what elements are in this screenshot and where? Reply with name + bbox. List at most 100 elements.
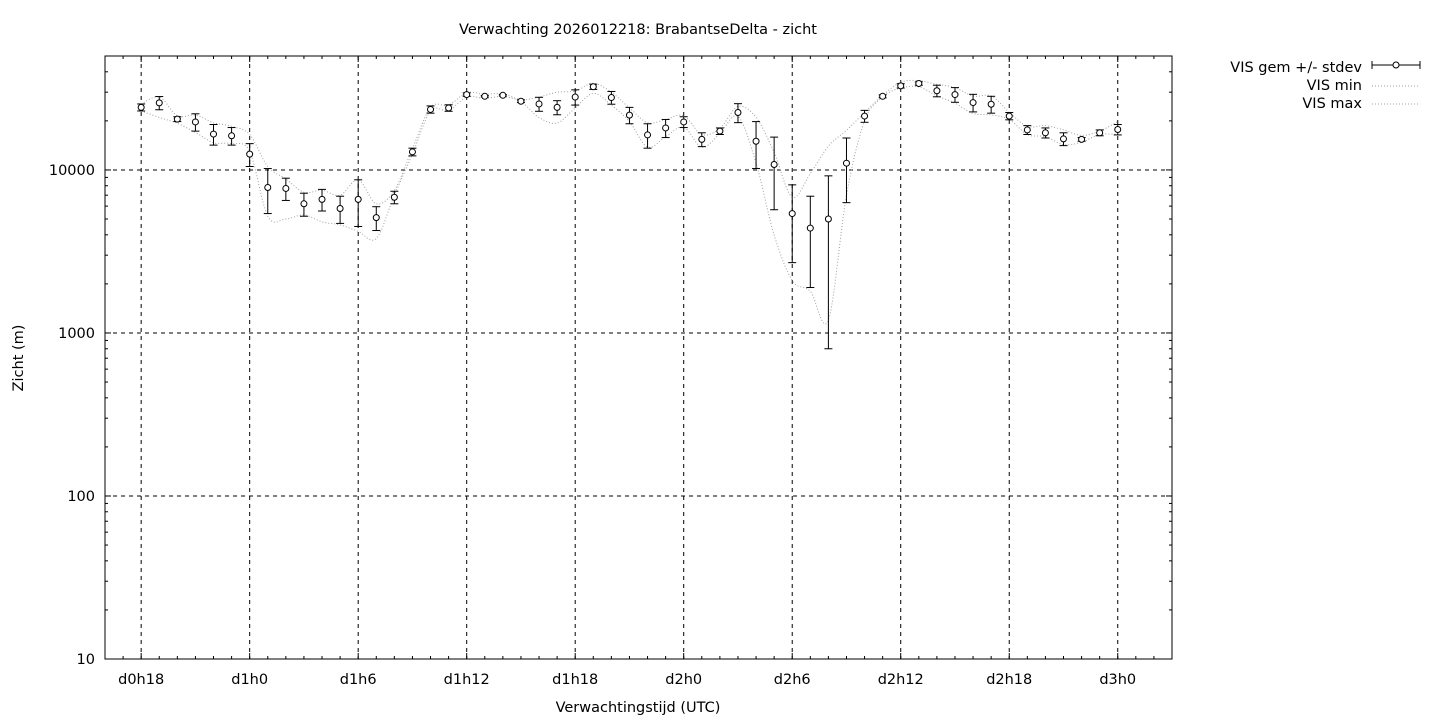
mean-point bbox=[698, 135, 706, 143]
mean-point bbox=[644, 131, 652, 139]
mean-point bbox=[336, 205, 344, 213]
mean-point-group bbox=[715, 127, 724, 135]
mean-point bbox=[282, 184, 290, 192]
mean-point-group bbox=[806, 195, 815, 289]
mean-point bbox=[481, 92, 489, 100]
mean-point bbox=[228, 132, 236, 140]
mean-point-group bbox=[878, 92, 887, 100]
mean-point bbox=[390, 193, 398, 201]
mean-point bbox=[770, 160, 778, 168]
x-tick-label: d0h18 bbox=[118, 672, 164, 688]
x-tick-label: d1h0 bbox=[231, 672, 268, 688]
mean-point bbox=[1096, 129, 1104, 137]
grid bbox=[105, 56, 1172, 659]
mean-point-group bbox=[770, 136, 779, 211]
plot-frame bbox=[104, 55, 1173, 660]
x-tick-label: d2h12 bbox=[878, 672, 924, 688]
mean-point bbox=[625, 111, 633, 119]
mean-point-group bbox=[571, 89, 580, 106]
legend-mean-point bbox=[1392, 61, 1400, 69]
mean-point bbox=[173, 115, 181, 123]
mean-point bbox=[427, 105, 435, 113]
mean-point bbox=[210, 130, 218, 138]
mean-point bbox=[1041, 129, 1049, 137]
mean-point-group bbox=[299, 192, 308, 217]
mean-point bbox=[1023, 126, 1031, 134]
mean-point-group bbox=[914, 80, 923, 88]
mean-point bbox=[264, 184, 272, 192]
mean-point-group bbox=[842, 137, 851, 204]
mean-point bbox=[716, 127, 724, 135]
mean-point-group bbox=[480, 92, 489, 100]
mean-point bbox=[842, 159, 850, 167]
mean-point-group bbox=[969, 93, 978, 113]
mean-point-group bbox=[354, 179, 363, 227]
mean-point-group bbox=[372, 206, 381, 232]
mean-point-group bbox=[281, 177, 290, 201]
mean-point bbox=[861, 112, 869, 120]
mean-point-group bbox=[824, 175, 833, 350]
axis-ticks: d0h18 d1h0 d1h6 d1h12 d1h18 d2h0 d2h6 d2h12 d2h1… bbox=[49, 55, 1173, 688]
mean-point-group bbox=[426, 105, 435, 114]
y-tick-label: 1000 bbox=[58, 326, 95, 342]
mean-point-group bbox=[462, 91, 471, 99]
y-tick-label: 10000 bbox=[49, 163, 95, 179]
mean-point bbox=[933, 87, 941, 95]
mean-point bbox=[879, 92, 887, 100]
mean-point-group bbox=[733, 103, 742, 124]
legend-entry-max: VIS max bbox=[1302, 96, 1420, 112]
mean-point-group bbox=[1005, 112, 1014, 121]
mean-point-group bbox=[155, 96, 164, 111]
mean-point-group bbox=[752, 121, 761, 170]
y-tick-label: 100 bbox=[67, 489, 95, 505]
mean-point-group bbox=[950, 87, 959, 103]
mean-point bbox=[1114, 126, 1122, 134]
mean-point-group bbox=[625, 106, 634, 125]
x-tick-label: d2h18 bbox=[986, 672, 1032, 688]
mean-point-group bbox=[137, 103, 146, 112]
mean-point bbox=[246, 150, 254, 158]
mean-point-group bbox=[553, 100, 562, 116]
x-tick-label: d1h12 bbox=[444, 672, 490, 688]
mean-point-group bbox=[227, 127, 236, 146]
mean-point-group bbox=[896, 82, 905, 90]
mean-point-group bbox=[932, 84, 941, 98]
mean-point-group bbox=[679, 116, 688, 129]
mean-point bbox=[951, 91, 959, 99]
mean-point-group bbox=[1041, 127, 1050, 139]
mean-point-group bbox=[589, 83, 598, 91]
mean-point bbox=[535, 100, 543, 108]
mean-point bbox=[300, 200, 308, 208]
mean-point bbox=[553, 103, 561, 111]
mean-point bbox=[734, 109, 742, 117]
mean-point-group bbox=[860, 109, 869, 123]
mean-point-group bbox=[408, 147, 417, 157]
mean-point bbox=[191, 118, 199, 126]
mean-point bbox=[517, 97, 525, 105]
x-tick-label: d2h6 bbox=[774, 672, 811, 688]
mean-point-group bbox=[263, 168, 272, 215]
mean-point-group bbox=[209, 124, 218, 146]
mean-point-group bbox=[697, 132, 706, 148]
mean-point-group bbox=[498, 91, 507, 99]
mean-point-group bbox=[535, 96, 544, 112]
mean-point bbox=[1005, 112, 1013, 120]
legend-entry-min: VIS min bbox=[1307, 78, 1420, 94]
mean-point-group bbox=[1023, 125, 1032, 135]
mean-point bbox=[589, 83, 597, 91]
mean-point-group bbox=[191, 113, 200, 132]
mean-point-group bbox=[607, 90, 616, 105]
x-tick-label: d2h0 bbox=[665, 672, 702, 688]
mean-point bbox=[824, 215, 832, 223]
mean-point bbox=[1059, 135, 1067, 143]
y-tick-label: 10 bbox=[77, 652, 95, 668]
mean-point bbox=[1078, 135, 1086, 143]
mean-point bbox=[445, 104, 453, 112]
mean-point bbox=[788, 210, 796, 218]
mean-point-group bbox=[1077, 135, 1086, 143]
x-tick-label: d3h0 bbox=[1099, 672, 1136, 688]
mean-point-group bbox=[987, 95, 996, 114]
mean-point bbox=[137, 103, 145, 111]
mean-point bbox=[408, 148, 416, 156]
mean-point-group bbox=[318, 188, 327, 212]
